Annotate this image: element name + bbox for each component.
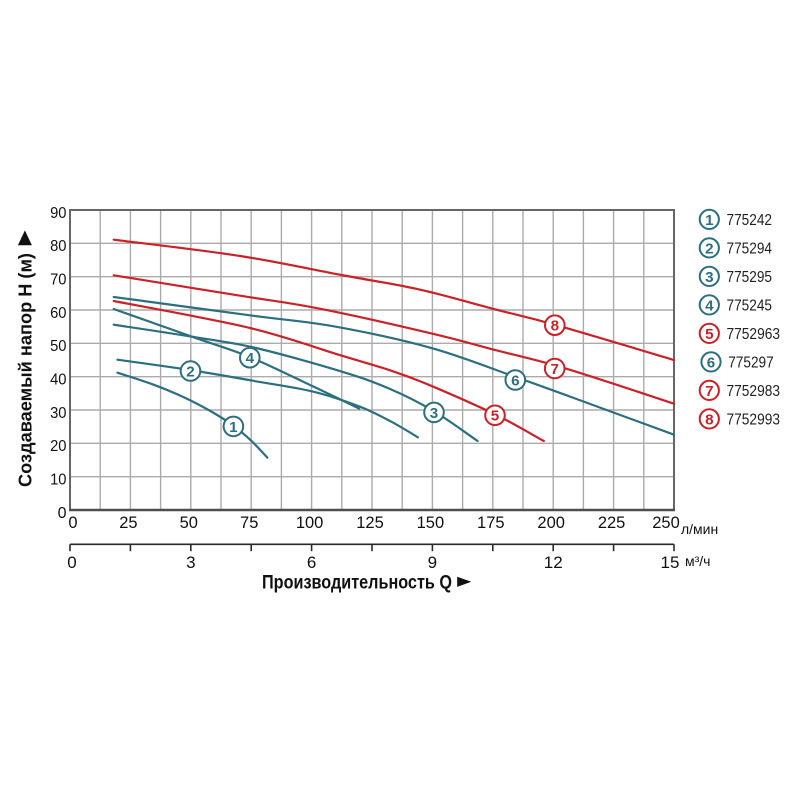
svg-text:3: 3 <box>186 553 195 572</box>
svg-text:0: 0 <box>58 505 67 522</box>
svg-text:40: 40 <box>50 372 66 389</box>
svg-text:3: 3 <box>705 269 713 286</box>
svg-text:70: 70 <box>50 272 66 289</box>
svg-text:7: 7 <box>550 361 558 378</box>
svg-text:0: 0 <box>67 553 76 572</box>
svg-text:4: 4 <box>246 350 255 367</box>
svg-text:7: 7 <box>705 383 713 400</box>
svg-text:0: 0 <box>68 514 77 532</box>
svg-text:3: 3 <box>430 405 438 422</box>
svg-text:125: 125 <box>356 514 384 532</box>
svg-text:Производительность Q: Производительность Q <box>262 572 452 594</box>
svg-text:10: 10 <box>50 472 66 489</box>
svg-text:50: 50 <box>180 514 198 532</box>
svg-text:8: 8 <box>705 411 713 428</box>
svg-text:775295: 775295 <box>727 269 773 286</box>
svg-text:775297: 775297 <box>728 354 774 371</box>
svg-text:775294: 775294 <box>727 240 773 257</box>
svg-text:5: 5 <box>491 408 500 425</box>
svg-text:8: 8 <box>551 318 559 335</box>
svg-text:25: 25 <box>119 514 137 532</box>
svg-text:60: 60 <box>50 305 66 322</box>
svg-text:15: 15 <box>661 553 680 572</box>
svg-text:775245: 775245 <box>727 297 773 314</box>
svg-text:л/мин: л/мин <box>681 521 718 537</box>
svg-text:150: 150 <box>417 514 445 532</box>
svg-text:9: 9 <box>428 553 437 572</box>
svg-text:Создаваемый напор H (м): Создаваемый напор H (м) <box>16 253 36 487</box>
svg-text:м³/ч: м³/ч <box>685 553 710 569</box>
svg-text:100: 100 <box>296 514 324 532</box>
svg-text:200: 200 <box>537 514 565 532</box>
svg-text:2: 2 <box>705 240 713 257</box>
svg-text:90: 90 <box>50 205 66 222</box>
svg-text:4: 4 <box>705 297 714 314</box>
svg-text:7752993: 7752993 <box>727 411 781 428</box>
svg-text:75: 75 <box>240 514 258 532</box>
svg-text:80: 80 <box>50 238 66 255</box>
svg-text:225: 225 <box>598 514 626 532</box>
svg-text:775242: 775242 <box>727 212 773 229</box>
svg-text:30: 30 <box>50 405 66 422</box>
svg-text:175: 175 <box>477 514 505 532</box>
svg-text:20: 20 <box>50 438 66 455</box>
svg-text:6: 6 <box>511 372 519 389</box>
svg-text:1: 1 <box>229 419 238 436</box>
svg-text:6: 6 <box>307 553 316 572</box>
svg-text:12: 12 <box>544 553 563 572</box>
svg-text:7752983: 7752983 <box>727 383 781 400</box>
svg-text:5: 5 <box>705 326 714 343</box>
svg-text:1: 1 <box>705 212 714 229</box>
svg-text:7752963: 7752963 <box>727 326 781 343</box>
svg-text:2: 2 <box>186 363 194 380</box>
svg-text:250: 250 <box>652 514 680 532</box>
svg-text:50: 50 <box>50 338 66 355</box>
svg-text:6: 6 <box>707 354 715 371</box>
